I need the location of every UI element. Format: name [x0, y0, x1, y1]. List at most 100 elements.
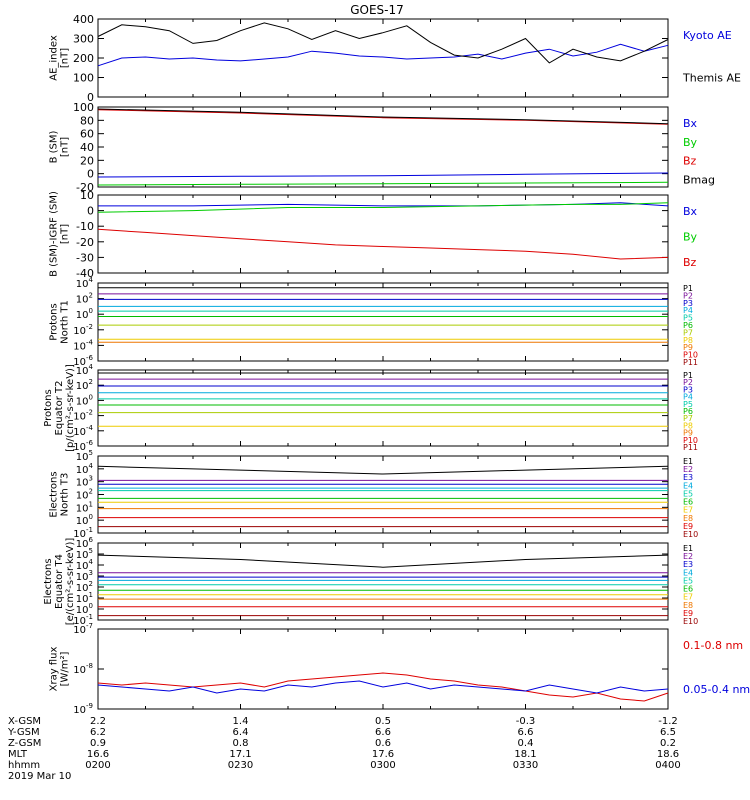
plot-title: GOES-17 [350, 3, 404, 17]
axis-value-y: 6.2 [90, 727, 106, 738]
legend-by: By [683, 231, 698, 244]
y-tick-label: 0 [87, 168, 94, 181]
y-tick-label: 10-1 [73, 613, 93, 627]
legend-bz: Bz [683, 256, 697, 269]
legend-e3: E3 [683, 560, 693, 569]
legend-p1: P1 [683, 371, 693, 380]
panel-frame [97, 369, 669, 447]
y-axis-label: North T1 [60, 300, 71, 344]
y-tick-label: 103 [76, 475, 93, 489]
y-tick-label: 300 [73, 33, 94, 46]
legend-e6: E6 [683, 585, 693, 594]
legend-p8: P8 [683, 336, 693, 345]
legend-p6: P6 [683, 321, 693, 330]
legend-e9: E9 [683, 522, 693, 531]
y-tick-label: 10-2 [73, 323, 93, 337]
series-line-bx [98, 202, 669, 207]
axis-value-hhmm: 0330 [513, 760, 538, 771]
panel-frame [97, 628, 669, 710]
y-tick-label: 106 [76, 536, 94, 550]
legend-p11: P11 [683, 443, 698, 452]
series-line-bz [97, 109, 669, 125]
axis-row-label: 2019 Mar 10 [8, 771, 71, 782]
y-axis-label: [nT] [60, 224, 71, 244]
series-line-0-05-0-4-nm [97, 680, 669, 694]
legend-p7: P7 [683, 328, 693, 337]
y-tick-label: 103 [76, 569, 93, 583]
y-axis-label: [W/m²] [60, 651, 71, 686]
y-tick-label: 104 [76, 558, 94, 572]
legend-kyoto-ae: Kyoto AE [683, 29, 732, 42]
legend-p1: P1 [683, 284, 693, 293]
legend-p4: P4 [683, 393, 693, 402]
panel-xray: 10-9 10-8 10-7 Xray flux [W/m²] 0.1-0.8 nm 0.0… [49, 622, 750, 716]
y-tick-label: 102 [76, 488, 93, 502]
axis-value-mlt: 17.6 [372, 749, 394, 760]
y-tick-label: -20 [76, 181, 94, 194]
y-axis-label: North T3 [60, 473, 71, 517]
panel-frame [97, 106, 669, 188]
y-axis-label: Protons [49, 303, 60, 340]
series-line-kyoto-ae [97, 43, 669, 67]
y-axis-label: [p/(cm²-s-sr-keV)] [65, 364, 76, 452]
panel-bigrf: -40 -30 -20 -10 0 10 B (SM)-IGRF (SM) [nT] Bx By B… [49, 189, 698, 280]
legend-p6: P6 [683, 407, 693, 416]
panel-frame [97, 194, 669, 274]
y-axis-label: [e/(cm²-s-sr-keV)] [65, 538, 76, 626]
legend-e2: E2 [683, 465, 693, 474]
y-tick-label: 100 [76, 307, 93, 321]
y-tick-label: 20 [80, 154, 94, 167]
y-axis-label: B (SM)-IGRF (SM) [49, 191, 60, 277]
axis-value-z: 0.8 [233, 738, 249, 749]
axis-value-x: 0.5 [375, 716, 391, 727]
legend-p7: P7 [683, 414, 693, 423]
axis-value-hhmm: 0400 [655, 760, 680, 771]
legend-e2: E2 [683, 552, 693, 561]
axis-value-mlt: 18.6 [657, 749, 679, 760]
axis-row-label: hhmm [8, 760, 40, 771]
y-tick-label: 40 [80, 141, 94, 154]
y-axis-label: Protons [43, 389, 54, 426]
y-axis-label: [nT] [60, 48, 71, 68]
series-line-e1 [97, 554, 669, 568]
axis-value-y: 6.6 [518, 727, 534, 738]
series-line-by [97, 202, 669, 213]
legend-p8: P8 [683, 421, 693, 430]
series-line-themis-ae [97, 22, 669, 64]
axis-value-x: 2.2 [90, 716, 106, 727]
y-axis-label: Equator T2 [54, 381, 65, 436]
legend-e4: E4 [683, 568, 693, 577]
legend-p9: P9 [683, 429, 693, 438]
y-tick-label: 10 [80, 189, 94, 202]
y-tick-label: 100 [76, 393, 93, 407]
y-tick-label: 102 [76, 580, 93, 594]
legend-bz: Bz [683, 155, 697, 168]
legend-by: By [683, 136, 698, 149]
y-tick-label: -30 [76, 251, 94, 264]
y-tick-label: 102 [76, 378, 93, 392]
panel-frame [97, 282, 669, 362]
legend-p3: P3 [683, 299, 693, 308]
series-line-bmag [97, 108, 669, 125]
y-tick-label: 400 [73, 13, 94, 26]
legend-e9: E9 [683, 609, 693, 618]
y-tick-label: 0 [87, 205, 94, 218]
panel-frame [97, 542, 669, 621]
axis-row-label: Z-GSM [8, 738, 41, 749]
legend-e7: E7 [683, 593, 693, 602]
legend-e10: E10 [683, 530, 698, 539]
legend-e5: E5 [683, 576, 693, 585]
y-tick-label: 60 [80, 128, 94, 141]
y-tick-label: 101 [76, 500, 93, 514]
series-line-bx [97, 172, 669, 178]
y-tick-label: 104 [76, 363, 94, 377]
axis-value-hhmm: 0200 [85, 760, 110, 771]
